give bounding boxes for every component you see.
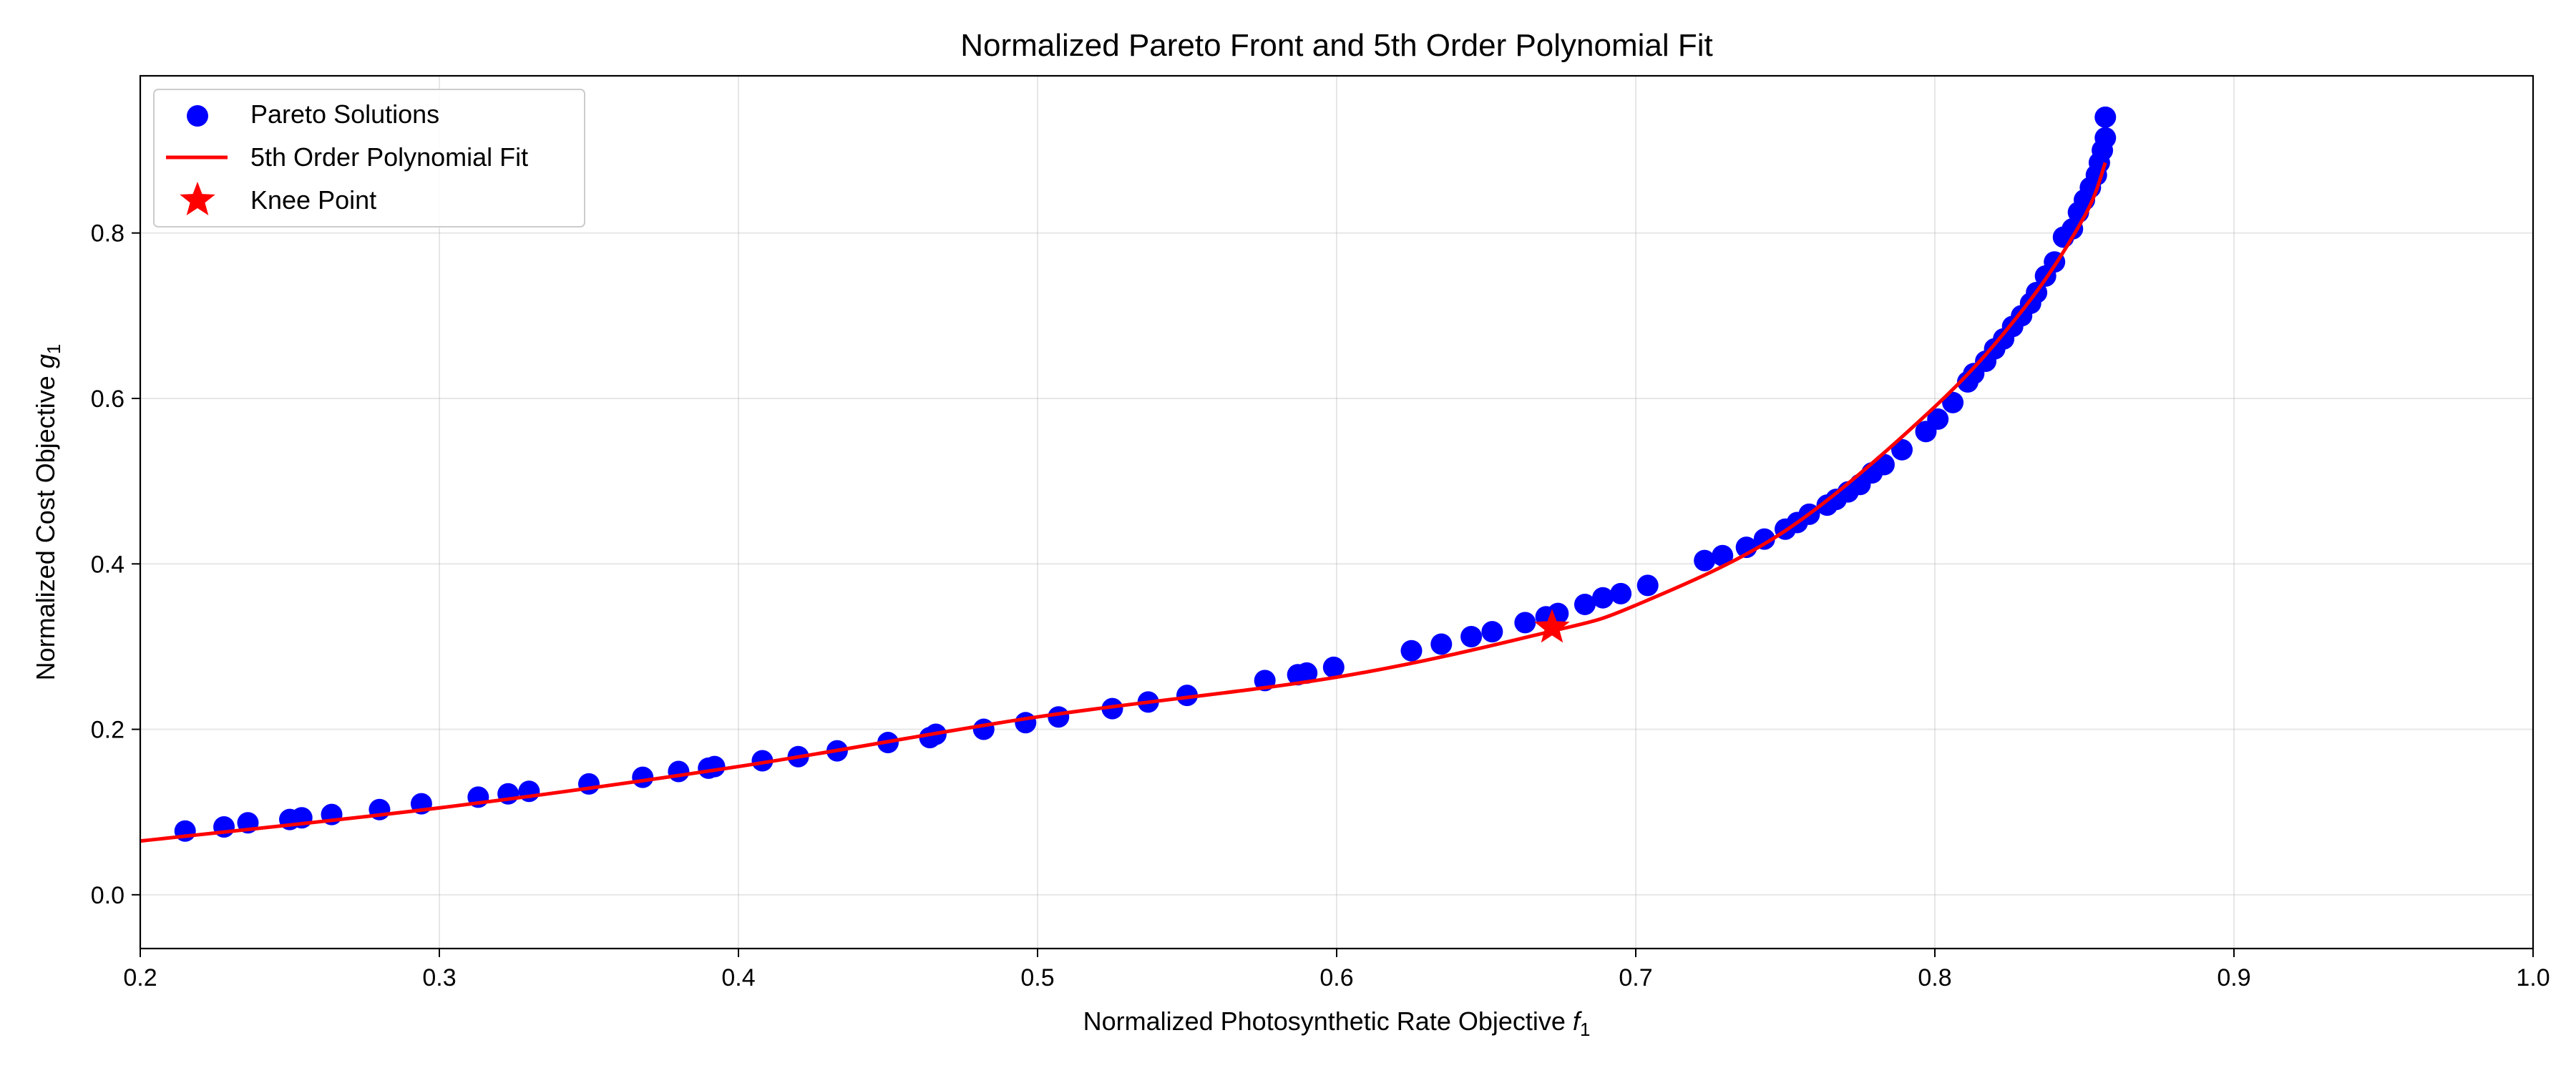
pareto-point — [2062, 217, 2084, 240]
chart-title: Normalized Pareto Front and 5th Order Po… — [960, 28, 1713, 63]
pareto-point — [1891, 438, 1913, 461]
pareto-point — [1712, 544, 1734, 567]
pareto-point — [1015, 712, 1037, 734]
pareto-point — [1296, 662, 1318, 684]
pareto-point — [1322, 656, 1345, 678]
x-tick-label: 0.8 — [1918, 964, 1951, 991]
x-axis-label: Normalized Photosynthetic Rate Objective… — [1083, 1006, 1591, 1040]
legend-label-pareto-solutions: Pareto Solutions — [250, 99, 439, 129]
pareto-point — [1636, 574, 1659, 597]
pareto-point — [2094, 127, 2117, 149]
y-axis-label-subscript: 1 — [43, 344, 64, 354]
pareto-point — [1048, 706, 1070, 728]
x-tick-label: 0.2 — [123, 964, 157, 991]
pareto-point — [2094, 106, 2117, 128]
pareto-point — [1514, 612, 1536, 634]
pareto-point — [1481, 621, 1503, 643]
y-tick-label: 0.0 — [91, 882, 125, 909]
y-axis-label-text: Normalized Cost Objective — [31, 368, 60, 680]
y-tick-label: 0.2 — [91, 717, 125, 744]
legend-label-polynomial-fit: 5th Order Polynomial Fit — [250, 142, 528, 172]
pareto-point — [1610, 582, 1632, 604]
x-tick-label: 0.9 — [2217, 964, 2250, 991]
legend-marker-knee-point — [180, 182, 215, 216]
pareto-point — [1942, 391, 1964, 413]
y-axis-label-variable: g — [31, 354, 60, 368]
pareto-point — [1400, 640, 1423, 662]
y-axis-label: Normalized Cost Objective g1 — [31, 344, 64, 681]
legend-box — [153, 89, 585, 227]
pareto-point — [1176, 685, 1198, 707]
pareto-point — [632, 766, 654, 788]
x-axis-label-subscript: 1 — [1580, 1019, 1590, 1040]
x-tick-label: 0.6 — [1319, 964, 1353, 991]
pareto-point — [703, 755, 726, 778]
pareto-point — [1753, 528, 1775, 550]
pareto-point — [1694, 549, 1716, 572]
pareto-point — [668, 760, 690, 783]
pareto-point — [972, 718, 995, 740]
pareto-point — [1574, 593, 1596, 615]
legend-marker-pareto-solutions — [187, 105, 208, 127]
pareto-point — [1430, 633, 1453, 655]
legend: Pareto Solutions 5th Order Polynomial Fi… — [153, 89, 585, 227]
x-tick-label: 1.0 — [2516, 964, 2550, 991]
legend-label-knee-point: Knee Point — [250, 185, 376, 215]
pareto-point — [1460, 626, 1483, 648]
x-tick-label: 0.7 — [1619, 964, 1652, 991]
knee-point-marker — [1534, 609, 1570, 643]
pareto-point — [1927, 408, 1949, 430]
axis-ticks: 0.2 0.3 0.4 0.5 0.6 0.7 0.8 0.9 1.0 0.0 0.2 0.4 0.6 0… — [91, 220, 2550, 991]
y-tick-label: 0.6 — [91, 386, 125, 413]
pareto-point — [578, 773, 600, 795]
x-tick-label: 0.5 — [1020, 964, 1054, 991]
y-tick-label: 0.8 — [91, 220, 125, 248]
pareto-point — [751, 750, 774, 772]
x-axis-label-text: Normalized Photosynthetic Rate Objective — [1083, 1006, 1573, 1036]
x-tick-label: 0.4 — [721, 964, 755, 991]
polynomial-fit-line — [140, 162, 2107, 843]
pareto-point — [1101, 697, 1123, 720]
plot-content — [140, 106, 2117, 843]
pareto-point — [1592, 587, 1614, 609]
x-tick-label: 0.3 — [422, 964, 456, 991]
y-tick-label: 0.4 — [91, 551, 125, 578]
